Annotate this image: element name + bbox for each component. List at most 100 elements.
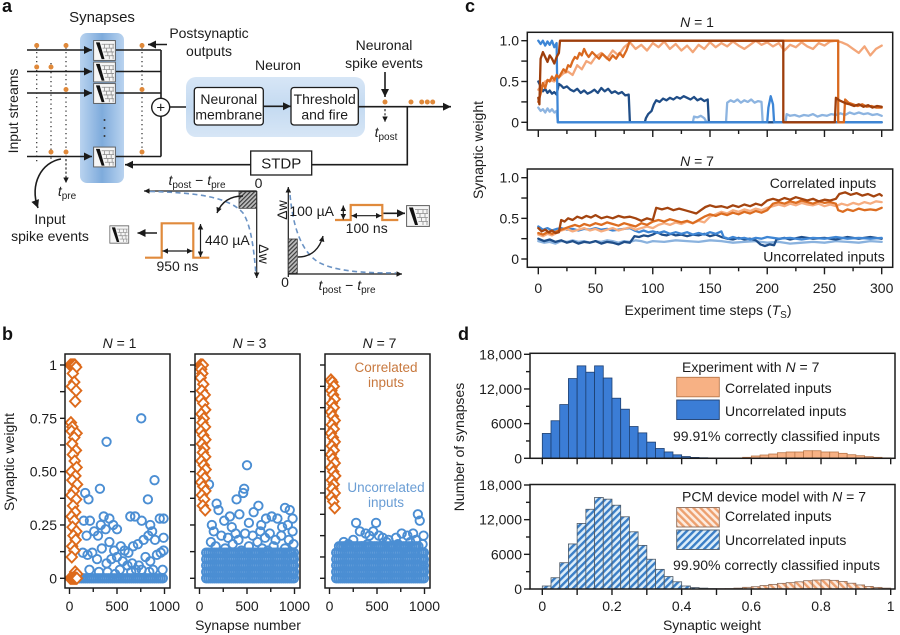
uncorrelated-point bbox=[387, 541, 398, 552]
y-tick-label: 0.50 bbox=[30, 464, 57, 480]
correlated-bar bbox=[846, 582, 857, 590]
x-tick-label: 0 bbox=[196, 598, 204, 614]
scatter-subplot-1: N = 1 0 500 1000 0 0.25 0.50 0.75 1 bbox=[30, 335, 181, 614]
uncorrelated-bar bbox=[602, 498, 613, 590]
uncorrelated-point bbox=[82, 549, 93, 560]
correlated-bar bbox=[777, 582, 787, 590]
uncorrelated-point bbox=[136, 413, 147, 424]
uncorrelated-bar bbox=[611, 397, 622, 459]
correlated-bar bbox=[785, 451, 796, 459]
uncorrelated-weight-line bbox=[537, 98, 883, 124]
uncorrelated-point bbox=[348, 534, 359, 546]
time-difference-label: tpost − tpre bbox=[168, 172, 226, 191]
legend-title: Experiment with N = 7 bbox=[682, 359, 820, 375]
classification-accuracy: 99.91% correctly classified inputs bbox=[673, 428, 880, 444]
x-tick-label: 100 bbox=[641, 280, 665, 296]
uncorrelated-point bbox=[253, 500, 264, 511]
uncorrelated-point bbox=[288, 568, 299, 580]
line-subplot-1: N = 1 0 0.5 1.0 bbox=[500, 14, 894, 137]
uncorrelated-bar bbox=[646, 558, 656, 590]
uncorrelated-point bbox=[356, 541, 367, 552]
uncorrelated-point bbox=[230, 528, 241, 539]
minus-sign: − bbox=[341, 277, 357, 293]
classification-accuracy: 99.90% correctly classified inputs bbox=[673, 557, 880, 573]
uncorrelated-bar bbox=[559, 404, 569, 459]
spike-dot bbox=[139, 87, 145, 92]
y-tick-label: 6000 bbox=[491, 416, 522, 432]
uncorrelated-point bbox=[260, 513, 272, 524]
uncorrelated-point bbox=[238, 483, 250, 494]
correlated-point bbox=[68, 394, 82, 409]
uncorrelated-point bbox=[101, 436, 112, 447]
uncorrelated-point bbox=[338, 536, 349, 548]
pcm-device-icon bbox=[93, 83, 116, 104]
correlated-bar bbox=[829, 451, 839, 459]
y-tick-label: 1 bbox=[49, 357, 57, 373]
uncorrelated-point bbox=[210, 541, 221, 552]
t-pre-label: tpre bbox=[58, 183, 77, 202]
uncorrelated-bar bbox=[620, 408, 630, 459]
y-tick-label: 0 bbox=[511, 114, 519, 130]
uncorrelated-point bbox=[154, 513, 165, 524]
correlated-bar bbox=[820, 579, 831, 590]
uncorrelated-point bbox=[84, 515, 96, 526]
uncorrelated-point bbox=[125, 511, 136, 522]
correlated-point bbox=[328, 501, 342, 515]
uncorrelated-point bbox=[276, 530, 287, 541]
uncorrelated-point bbox=[211, 498, 222, 509]
postsynaptic-bus bbox=[116, 49, 162, 158]
histogram-subplot-2: 0 6000 12,000 18,000 0 0.2 0.4 0.6 0.8 1 PCM devic… bbox=[479, 477, 896, 614]
uncorrelated-point bbox=[87, 547, 98, 558]
x-tick-label: 0 bbox=[326, 598, 334, 614]
uncorrelated-bar bbox=[655, 448, 665, 459]
output-spike-dot bbox=[424, 99, 430, 105]
spike-dot bbox=[48, 149, 54, 155]
line-subplot-2: N = 7 0 0.5 1.0 0 50 100 150 200 250 300 Correlated… bbox=[500, 153, 894, 296]
uncorrelated-point bbox=[98, 511, 109, 522]
subplot-title: N = 1 bbox=[680, 14, 714, 30]
uncorrelated-point bbox=[268, 541, 279, 552]
membrane-label: membrane bbox=[195, 107, 262, 123]
y-tick-label: 0.25 bbox=[30, 517, 57, 533]
panel-c-lines: c Synaptic weight Experiment time steps … bbox=[465, 0, 894, 321]
legend-label-uncorrelated: Uncorrelated inputs bbox=[725, 532, 846, 548]
uncorrelated-point bbox=[92, 530, 104, 541]
correlated-bar bbox=[794, 451, 805, 459]
line-marks bbox=[537, 39, 883, 124]
y-axis-label: Number of synapses bbox=[451, 383, 467, 511]
t-post-label: tpost bbox=[375, 124, 398, 143]
spike-events-label: Neuronal bbox=[356, 37, 413, 53]
uncorrelated-point bbox=[94, 483, 106, 494]
y-tick-label: 12,000 bbox=[479, 512, 522, 528]
title-variable: N bbox=[103, 335, 114, 351]
potentiation-width-label: 100 ns bbox=[346, 220, 388, 236]
x-tick-label: 0.2 bbox=[602, 598, 622, 614]
post-subscript: post bbox=[322, 285, 341, 296]
uncorrelated-bar bbox=[568, 378, 578, 459]
panel-b-scatter: b Synaptic weight Synapse number N = 1 0 5… bbox=[1, 324, 440, 633]
correlated-bar bbox=[803, 450, 813, 459]
uncorrelated-bar bbox=[594, 497, 604, 590]
spike-events-label: spike events bbox=[345, 55, 423, 71]
uncorrelated-annotation: inputs bbox=[368, 495, 404, 510]
x-tick-label: 0 bbox=[538, 598, 546, 614]
uncorrelated-point bbox=[158, 532, 169, 543]
subplot-title: N = 7 bbox=[363, 335, 397, 351]
spike-dot bbox=[48, 64, 54, 70]
membrane-label: Neuronal bbox=[200, 91, 257, 107]
uncorrelated-point bbox=[282, 519, 293, 531]
ellipsis-dot bbox=[103, 127, 106, 129]
uncorrelated-point bbox=[158, 513, 169, 524]
uncorrelated-point bbox=[257, 543, 268, 554]
uncorrelated-point bbox=[130, 564, 142, 575]
x-tick-label: 50 bbox=[588, 280, 604, 296]
correlated-point bbox=[65, 550, 79, 564]
feedback-line bbox=[311, 106, 409, 166]
x-tick-label: 250 bbox=[813, 280, 837, 296]
uncorrelated-point bbox=[412, 509, 423, 520]
output-spike-dot bbox=[408, 99, 414, 105]
uncorrelated-point bbox=[354, 526, 366, 537]
legend-swatch-correlated bbox=[676, 376, 720, 398]
uncorrelated-point bbox=[284, 504, 295, 516]
uncorrelated-bar bbox=[576, 523, 587, 590]
